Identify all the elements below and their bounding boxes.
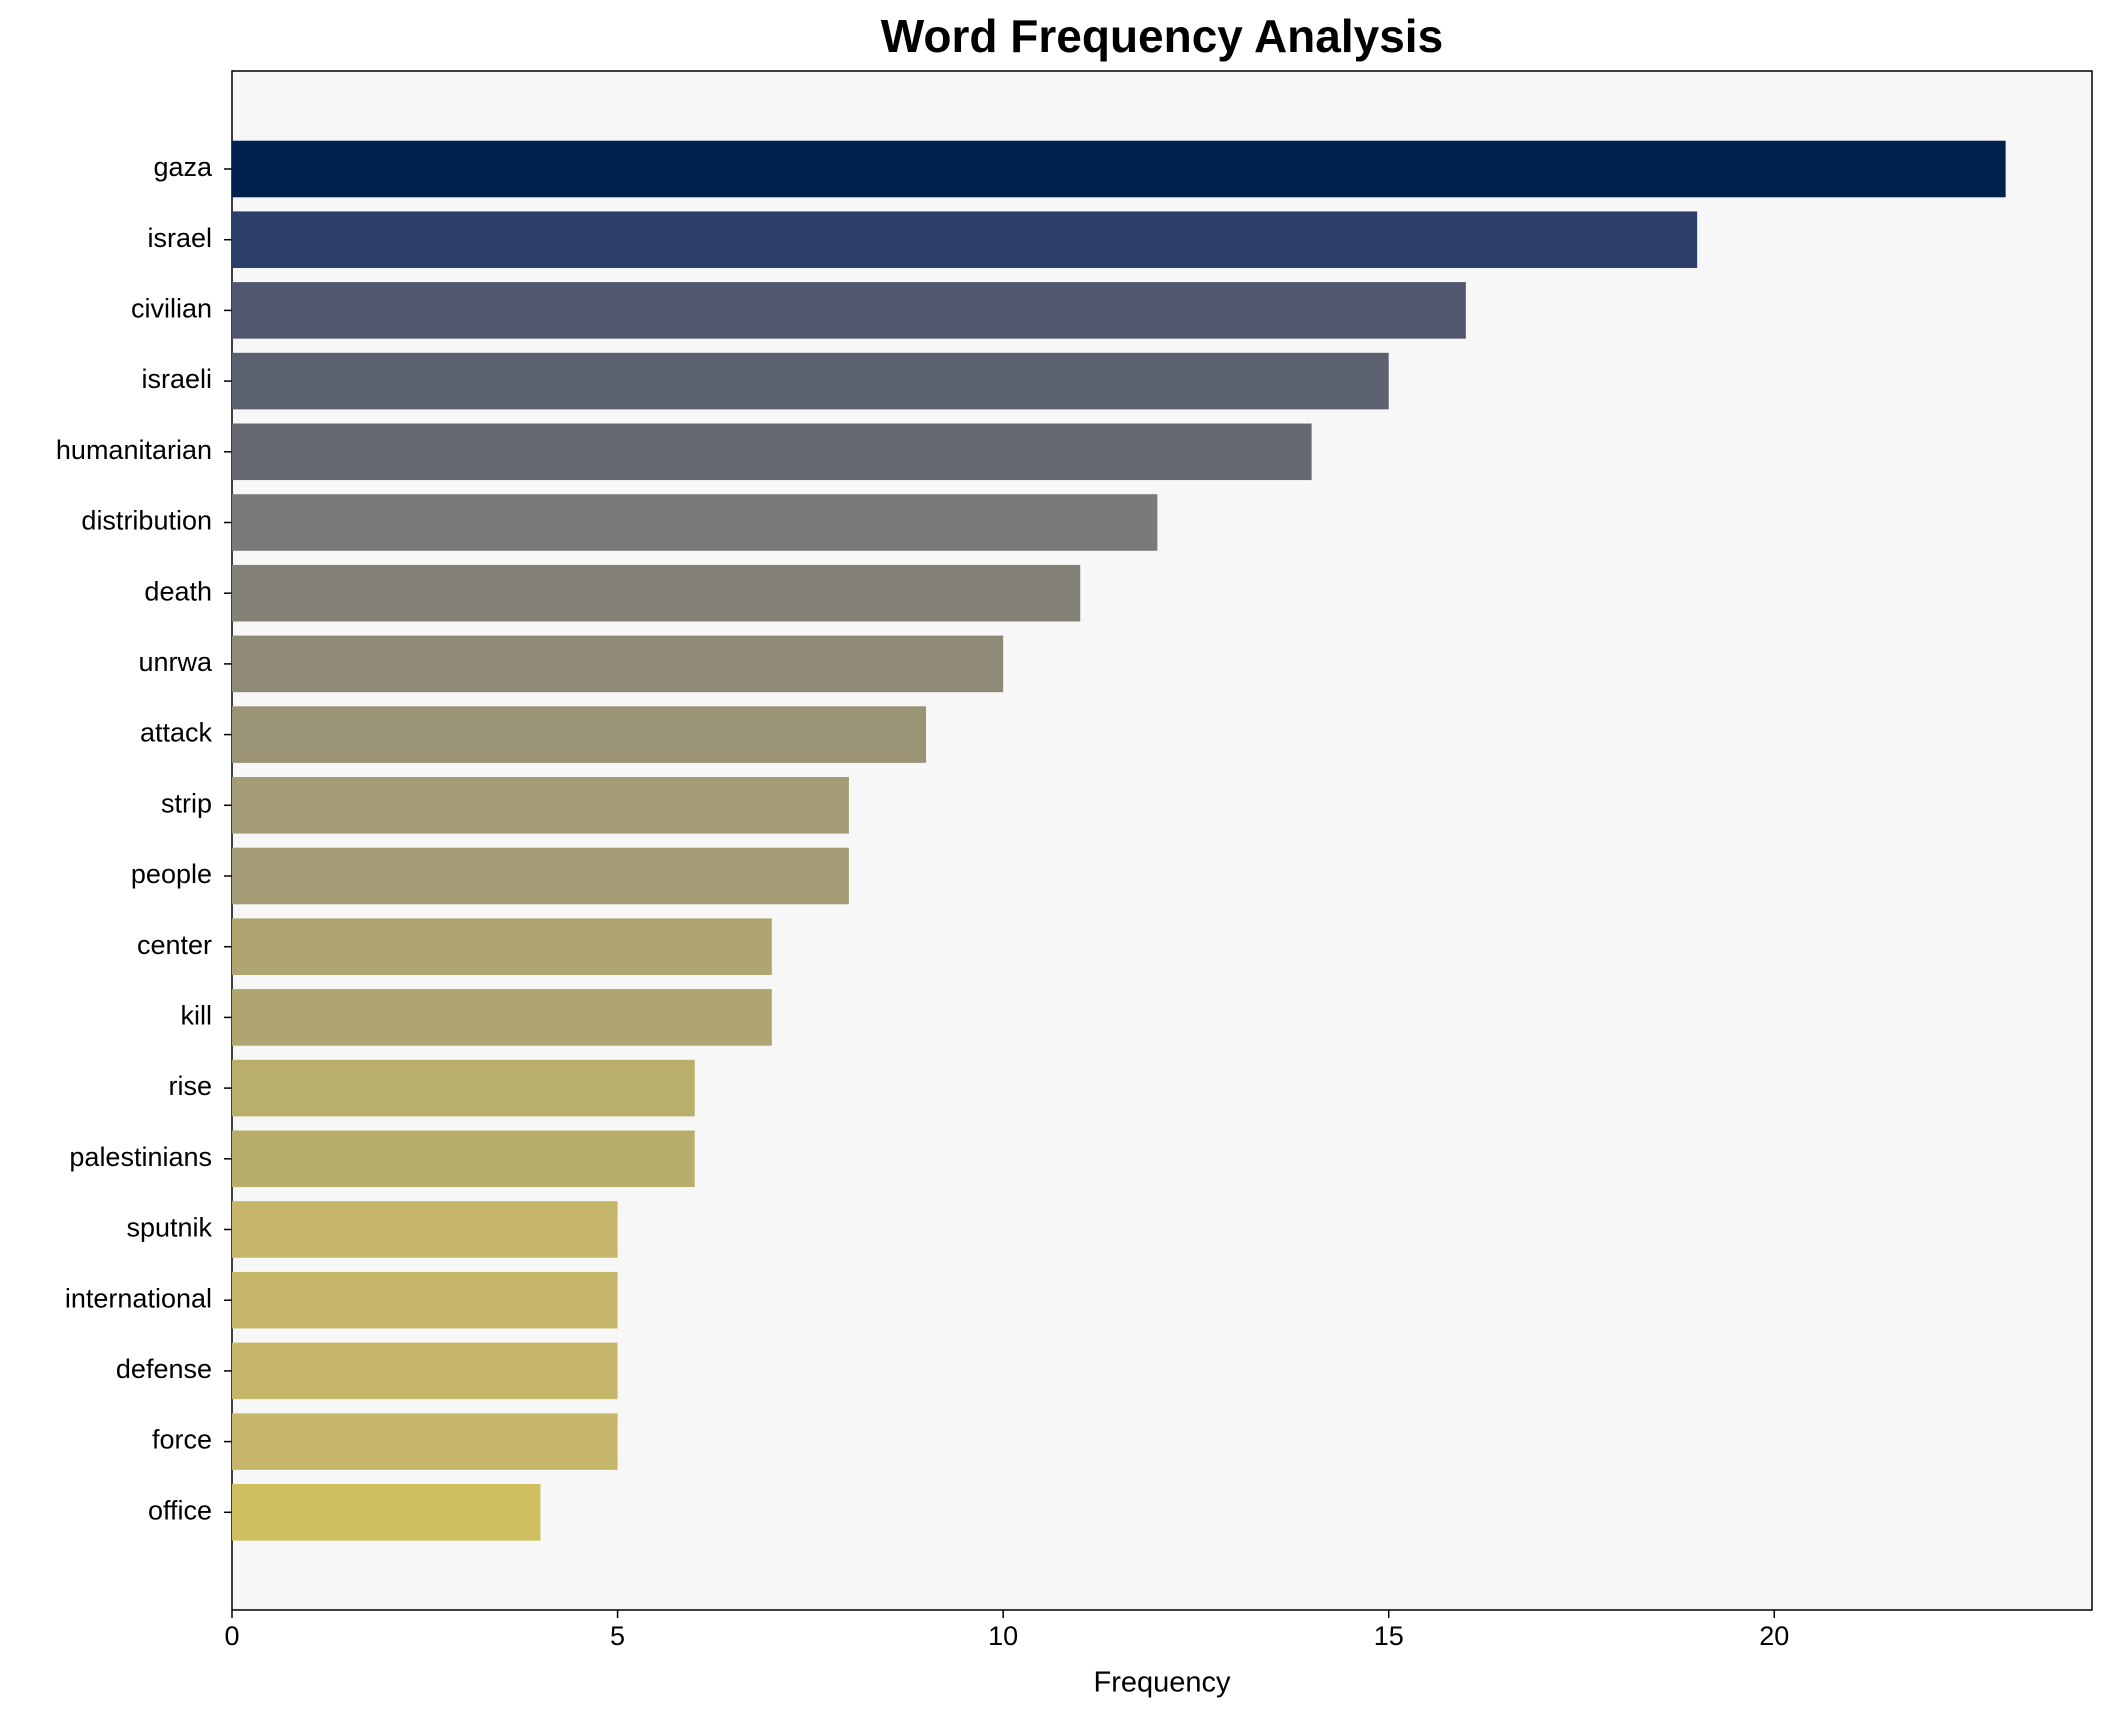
y-tick-label: gaza (153, 152, 213, 182)
x-tick-label: 5 (610, 1621, 625, 1651)
y-tick-label: israel (147, 223, 212, 253)
bar (232, 494, 1158, 551)
y-tick-label: distribution (81, 506, 212, 536)
x-tick-label: 10 (988, 1621, 1018, 1651)
bar (232, 282, 1466, 339)
bar (232, 352, 1389, 410)
bar (232, 1484, 541, 1541)
bar (232, 635, 1004, 693)
bar (232, 423, 1312, 481)
y-tick-label: people (131, 859, 212, 889)
y-tick-label: palestinians (69, 1142, 212, 1172)
y-tick-label: humanitarian (56, 435, 212, 465)
y-tick-label: force (152, 1425, 212, 1455)
y-tick-label: attack (140, 718, 213, 748)
chart-title: Word Frequency Analysis (881, 10, 1443, 62)
x-tick-label: 0 (224, 1621, 239, 1651)
bar (232, 1342, 618, 1400)
y-tick-label: unrwa (138, 647, 213, 677)
bar (232, 211, 1698, 268)
bar (232, 1413, 618, 1470)
bar (232, 989, 772, 1046)
y-tick-label: strip (161, 788, 212, 818)
bar (232, 706, 927, 763)
x-tick-label: 20 (1759, 1621, 1789, 1651)
y-tick-label: center (137, 930, 212, 960)
bar (232, 847, 849, 905)
bar (232, 140, 2006, 198)
y-tick-label: defense (116, 1354, 212, 1384)
y-tick-label: kill (181, 1001, 213, 1031)
y-tick-label: israeli (141, 364, 212, 394)
bar (232, 1201, 618, 1258)
x-tick-label: 15 (1374, 1621, 1404, 1651)
bar (232, 1130, 695, 1188)
y-tick-label: international (65, 1283, 212, 1313)
bar (232, 1059, 695, 1117)
y-tick-label: office (148, 1495, 212, 1525)
bar (232, 1271, 618, 1329)
y-tick-label: rise (168, 1071, 212, 1101)
y-tick-label: sputnik (126, 1213, 212, 1243)
bar (232, 918, 772, 975)
bar (232, 564, 1081, 622)
y-tick-label: death (144, 576, 212, 606)
bar (232, 777, 849, 834)
y-tick-label: civilian (131, 294, 212, 324)
x-axis-label: Frequency (1093, 1667, 1231, 1699)
